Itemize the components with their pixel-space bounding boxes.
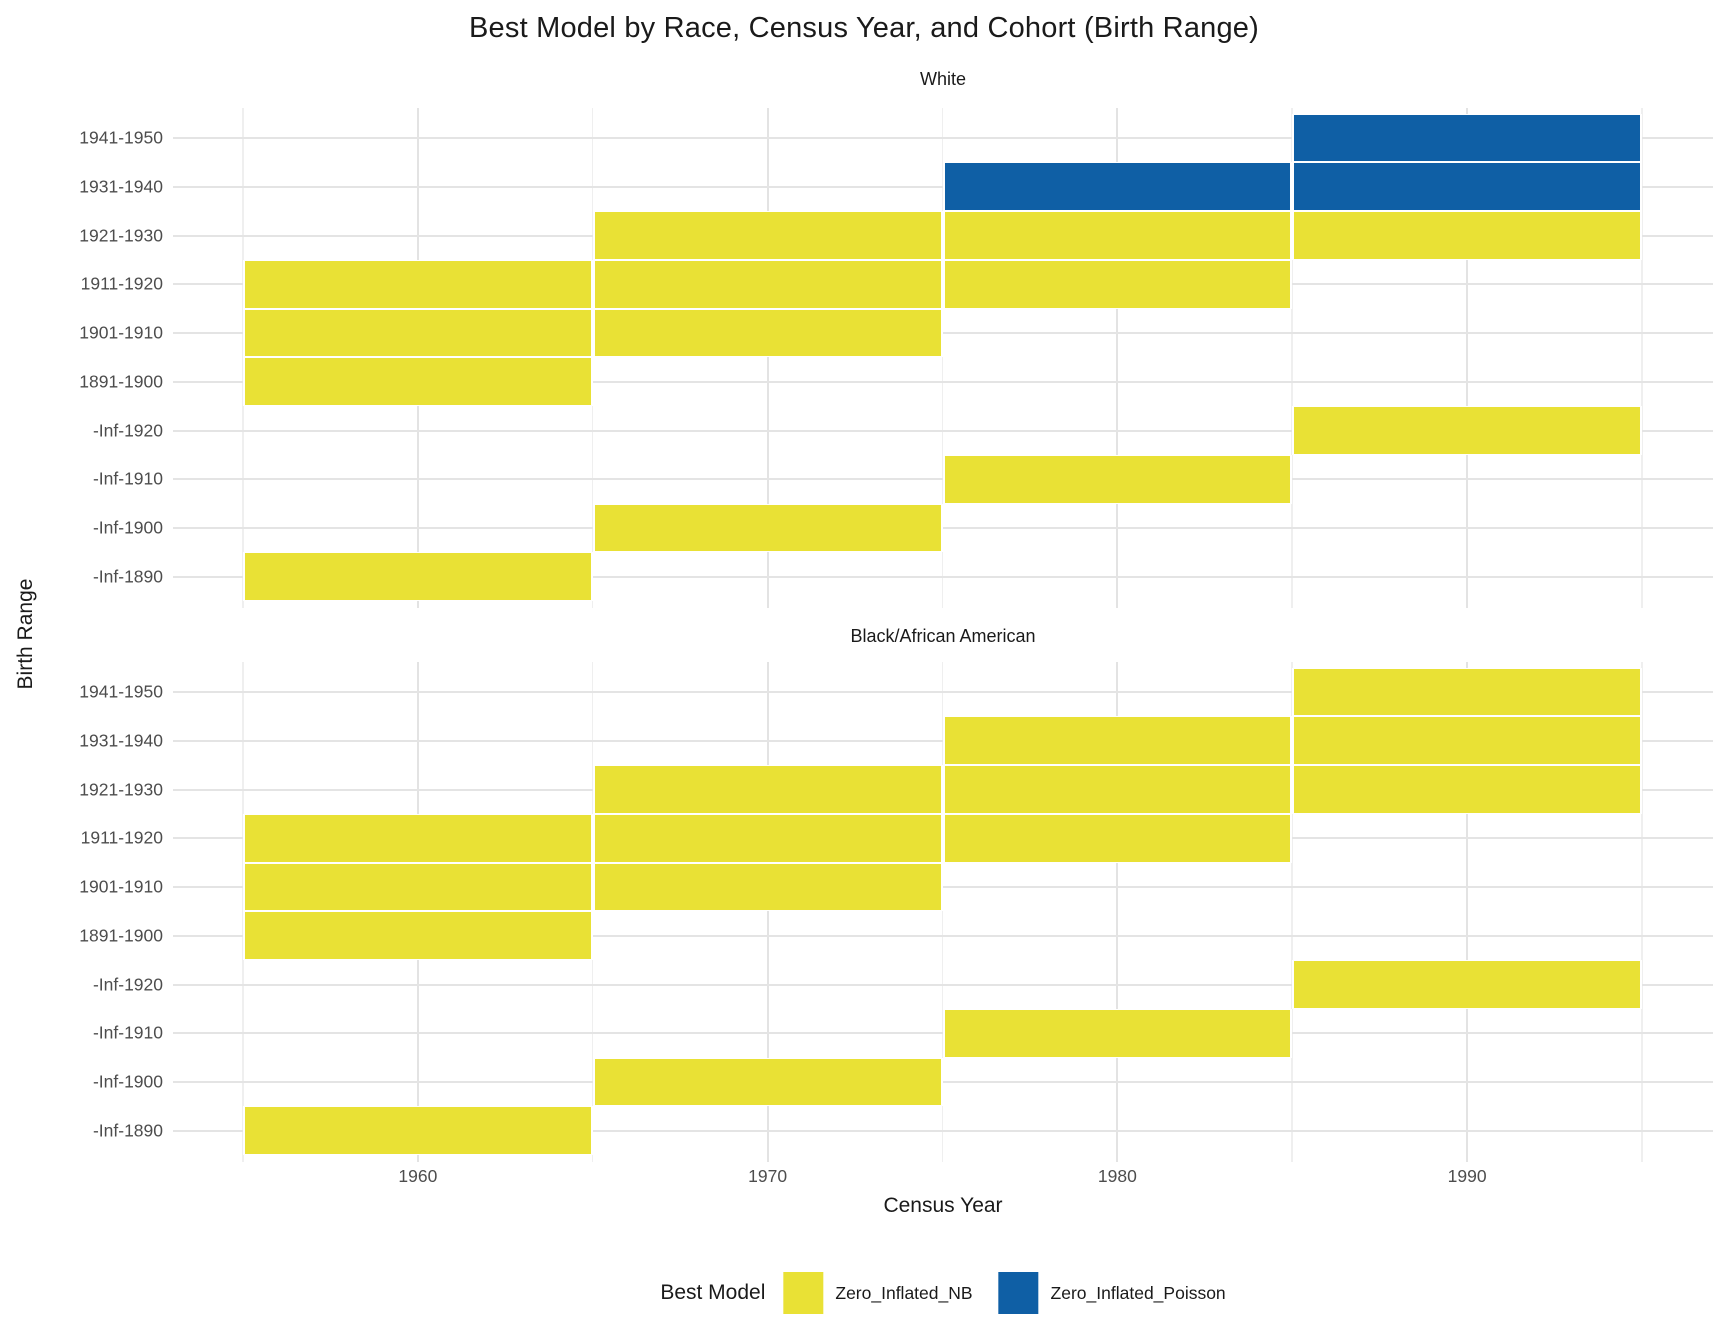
tile-zero-inflated-nb — [243, 813, 593, 863]
legend-label-zero-inflated-poisson: Zero_Inflated_Poisson — [1050, 1282, 1226, 1303]
tile-zero-inflated-nb — [942, 765, 1293, 814]
gridline-y-major — [173, 527, 1713, 529]
tile-zero-inflated-nb — [592, 813, 943, 863]
gridline-x-minor — [1641, 108, 1643, 608]
tile-zero-inflated-nb — [592, 503, 943, 553]
legend-swatch-zero-inflated-nb — [783, 1272, 824, 1314]
tile-zero-inflated-nb — [243, 308, 593, 358]
tile-zero-inflated-nb — [592, 259, 943, 309]
gridline-y-major — [173, 137, 1713, 139]
tile-zero-inflated-poisson — [1292, 162, 1642, 212]
tile-zero-inflated-nb — [243, 357, 593, 407]
gridline-y-major — [173, 1129, 1713, 1132]
gridline-y-major — [173, 983, 1713, 986]
x-tick-label: 1980 — [1097, 1166, 1137, 1186]
gridline-y-major — [173, 429, 1713, 432]
gridline-x-minor — [941, 108, 943, 608]
tile-zero-inflated-nb — [243, 552, 593, 602]
tile-zero-inflated-nb — [592, 1057, 943, 1107]
tile-zero-inflated-nb — [592, 862, 943, 912]
y-tick-label: 1931-1940 — [79, 730, 163, 751]
tile-zero-inflated-poisson — [942, 162, 1293, 212]
tile-zero-inflated-nb — [243, 911, 593, 961]
y-tick-label: -Inf-1890 — [92, 1120, 163, 1141]
facet-label-white: White — [919, 69, 966, 89]
tile-zero-inflated-nb — [942, 716, 1293, 766]
legend-label-zero-inflated-nb: Zero_Inflated_NB — [835, 1282, 973, 1303]
facet-panel-black-african-american — [173, 662, 1713, 1162]
gridline-y-major — [173, 934, 1713, 937]
y-tick-label: -Inf-1920 — [92, 420, 163, 440]
y-tick-label: 1931-1940 — [79, 176, 163, 197]
y-tick-label: 1921-1930 — [79, 225, 163, 245]
y-tick-label: 1911-1920 — [80, 273, 163, 294]
tile-zero-inflated-nb — [942, 259, 1293, 309]
gridline-x-minor — [1291, 662, 1293, 1162]
x-tick-label: 1960 — [398, 1166, 438, 1186]
gridline-y-major — [173, 380, 1713, 383]
tile-zero-inflated-nb — [243, 259, 593, 309]
tile-zero-inflated-nb — [942, 1008, 1293, 1058]
gridline-y-major — [173, 691, 1713, 693]
gridline-x-major — [766, 662, 769, 1162]
y-tick-label: 1941-1950 — [79, 127, 163, 148]
gridline-x-major — [1116, 108, 1119, 608]
y-tick-label: -Inf-1900 — [92, 517, 163, 538]
y-tick-label: -Inf-1910 — [92, 1022, 163, 1043]
tile-zero-inflated-nb — [1292, 406, 1642, 455]
gridline-x-major — [1466, 662, 1469, 1162]
facet-label-black-african-american: Black/African American — [850, 626, 1036, 646]
y-tick-label: 1911-1920 — [80, 827, 163, 848]
gridline-x-major — [766, 108, 769, 608]
tile-zero-inflated-nb — [1292, 765, 1642, 814]
gridline-x-minor — [242, 662, 244, 1162]
legend: Best Model Zero_Inflated_NB Zero_Inflate… — [660, 1272, 1226, 1314]
tile-zero-inflated-nb — [592, 211, 943, 260]
y-tick-label: -Inf-1900 — [92, 1071, 163, 1092]
gridline-x-minor — [1291, 108, 1293, 608]
tile-zero-inflated-nb — [592, 765, 943, 814]
x-axis-title: Census Year — [883, 1194, 1003, 1217]
gridline-x-major — [1466, 108, 1469, 608]
y-tick-label: 1901-1910 — [79, 876, 163, 897]
y-tick-label: 1921-1930 — [79, 779, 163, 799]
gridline-y-major — [173, 886, 1713, 888]
gridline-x-minor — [242, 108, 244, 608]
y-tick-label: 1901-1910 — [79, 322, 163, 343]
x-tick-label: 1990 — [1447, 1166, 1487, 1186]
y-tick-label: 1891-1900 — [79, 371, 163, 392]
y-tick-label: -Inf-1920 — [92, 974, 163, 994]
gridline-x-minor — [1641, 662, 1643, 1162]
tile-zero-inflated-nb — [243, 1106, 593, 1156]
tile-zero-inflated-nb — [1292, 960, 1642, 1009]
y-axis-title: Birth Range — [14, 578, 37, 690]
gridline-x-minor — [941, 662, 943, 1162]
tile-zero-inflated-nb — [942, 211, 1293, 260]
legend-title: Best Model — [660, 1281, 766, 1304]
x-tick-label: 1970 — [748, 1166, 788, 1186]
y-tick-label: -Inf-1890 — [92, 566, 163, 587]
tile-zero-inflated-nb — [592, 308, 943, 358]
gridline-y-major — [173, 332, 1713, 334]
gridline-x-major — [1116, 662, 1119, 1162]
tile-zero-inflated-nb — [1292, 211, 1642, 260]
legend-swatch-zero-inflated-poisson — [998, 1272, 1039, 1314]
tile-zero-inflated-nb — [1292, 716, 1642, 766]
y-tick-label: -Inf-1910 — [92, 468, 163, 489]
gridline-y-major — [173, 1081, 1713, 1083]
tile-zero-inflated-nb — [243, 862, 593, 912]
facet-panel-white — [173, 108, 1713, 608]
tile-zero-inflated-nb — [942, 813, 1293, 863]
chart-title: Best Model by Race, Census Year, and Coh… — [469, 12, 1259, 44]
tile-zero-inflated-nb — [942, 454, 1293, 504]
tile-zero-inflated-poisson — [1292, 113, 1642, 163]
tile-zero-inflated-nb — [1292, 667, 1642, 717]
gridline-y-major — [173, 575, 1713, 578]
y-tick-label: 1941-1950 — [79, 681, 163, 702]
y-tick-label: 1891-1900 — [79, 925, 163, 946]
